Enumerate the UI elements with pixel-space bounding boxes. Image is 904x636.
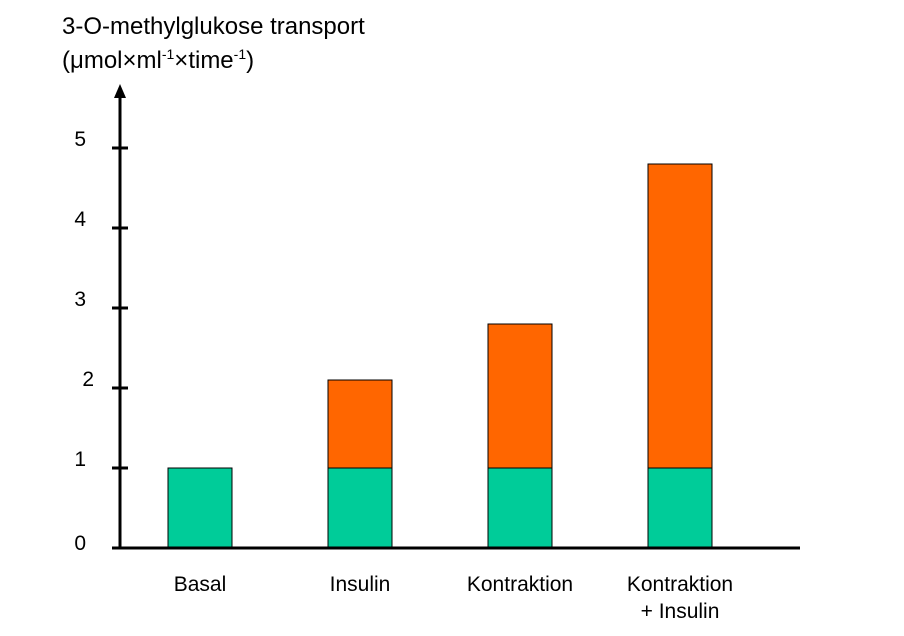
x-tick-label-2: Kontraktion <box>467 573 573 596</box>
bar-segment-2-0 <box>487 467 553 549</box>
x-tick-label-line: Insulin <box>330 573 391 596</box>
x-tick-label-line: Kontraktion <box>467 573 573 596</box>
x-tick-label-0: Basal <box>174 573 227 596</box>
bar-segment-0-0 <box>167 467 233 549</box>
x-tick-label-1: Insulin <box>330 573 391 596</box>
bar-segment-1-0 <box>327 467 393 549</box>
y-axis-arrow <box>114 84 126 98</box>
axes-group: Basal Insulin Kontraktion Kontraktion + Insu… <box>74 84 800 623</box>
x-tick-label-3: Kontraktion + Insulin <box>627 573 733 623</box>
x-tick-label-line: + Insulin <box>641 600 720 623</box>
y-axis-label-line2: (μmol×ml-1×time-1) <box>62 46 255 74</box>
x-tick-label-line: Basal <box>174 573 227 596</box>
y-tick-label-0: 0 <box>74 532 86 555</box>
bars-group <box>167 163 713 549</box>
bar-segment-3-0 <box>647 467 713 549</box>
x-tick-label-line: Kontraktion <box>627 573 733 596</box>
bar-segment-3-1 <box>647 163 713 469</box>
y-tick-label-5: 5 <box>74 128 86 151</box>
bar-segment-1-1 <box>327 379 393 469</box>
y-tick-label-1: 1 <box>74 448 86 471</box>
y-tick-label-4: 4 <box>74 208 86 231</box>
y-tick-label-3: 3 <box>74 288 86 311</box>
bar-segment-2-1 <box>487 323 553 469</box>
y-tick-label-2: 2 <box>82 368 94 391</box>
y-axis-label-line1: 3-O-methylglukose transport <box>62 13 365 40</box>
y-axis-label: 3-O-methylglukose transport (μmol×ml-1×t… <box>62 10 365 78</box>
